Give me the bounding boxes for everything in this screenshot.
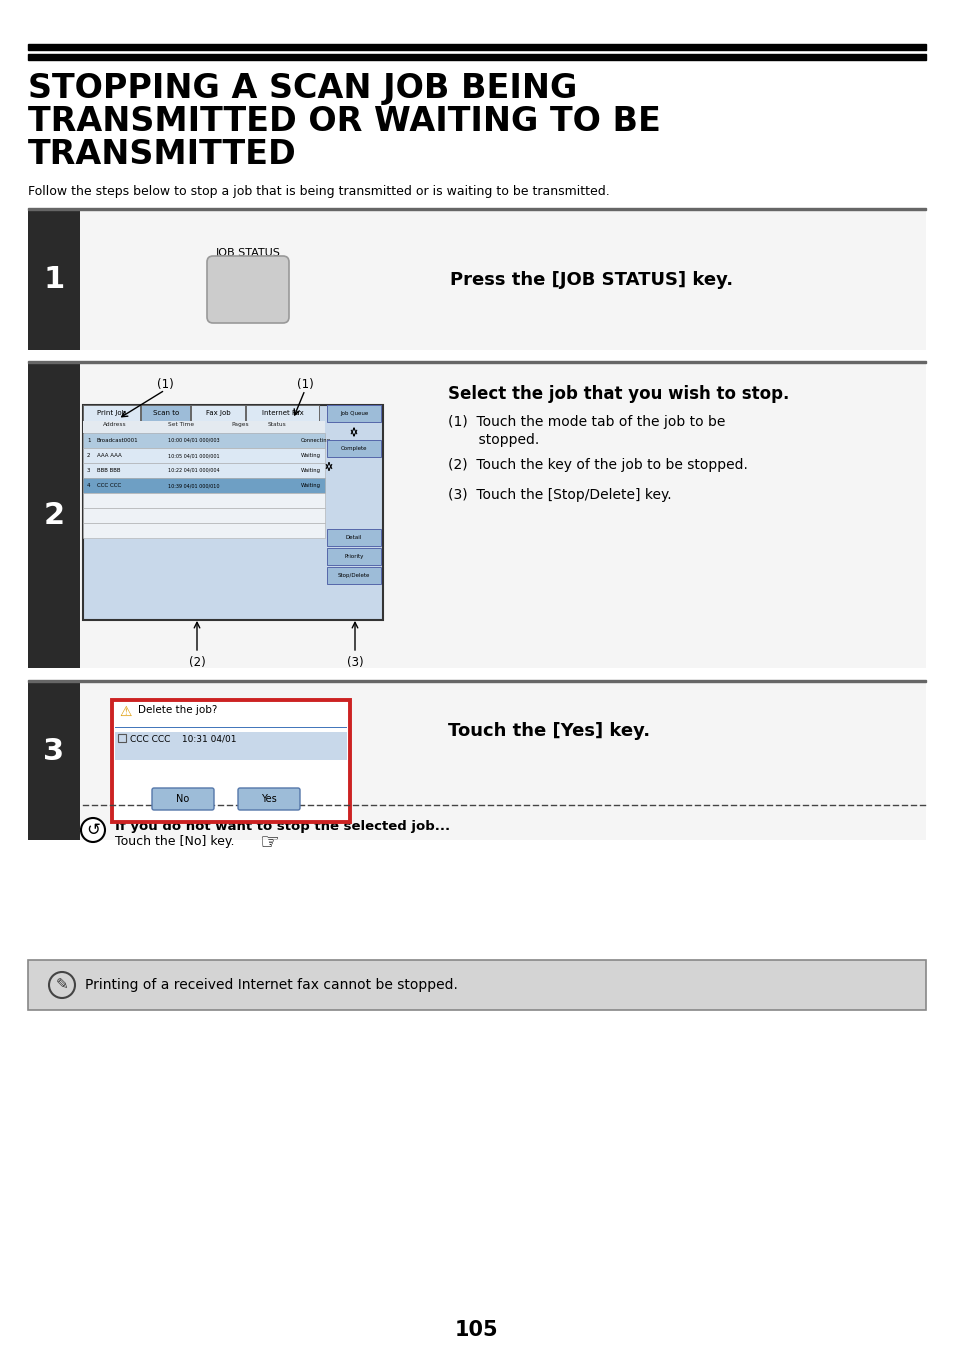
Bar (83, 493, 325, 508)
Bar (83, 405, 382, 620)
Text: Priority: Priority (344, 554, 363, 559)
Text: (1): (1) (296, 378, 313, 390)
Bar (28, 208, 925, 209)
Bar (83, 523, 325, 538)
Text: Fax Job: Fax Job (206, 409, 231, 416)
Bar (28, 363, 925, 667)
Text: Select the job that you wish to stop.: Select the job that you wish to stop. (448, 385, 788, 403)
Bar (28, 682, 80, 840)
FancyBboxPatch shape (207, 255, 289, 323)
Text: Printing of a received Internet fax cannot be stopped.: Printing of a received Internet fax cann… (85, 978, 457, 992)
Text: Detail: Detail (346, 535, 362, 540)
Bar (28, 680, 925, 682)
Bar (115, 732, 347, 761)
Bar (246, 405, 318, 422)
Bar (28, 209, 80, 350)
Bar (118, 734, 126, 742)
Text: TRANSMITTED: TRANSMITTED (28, 138, 296, 172)
Text: JOB STATUS: JOB STATUS (215, 249, 280, 258)
Text: Complete: Complete (340, 446, 367, 451)
Text: Press the [JOB STATUS] key.: Press the [JOB STATUS] key. (450, 272, 732, 289)
Text: No: No (176, 794, 190, 804)
Text: ⚠: ⚠ (120, 705, 132, 719)
Bar (28, 961, 925, 1011)
Text: Print Job: Print Job (97, 409, 127, 416)
Text: If you do not want to stop the selected job...: If you do not want to stop the selected … (115, 820, 450, 834)
Text: (3)  Touch the [Stop/Delete] key.: (3) Touch the [Stop/Delete] key. (448, 488, 671, 503)
Text: ☞: ☞ (258, 834, 278, 852)
Bar (83, 422, 325, 434)
Text: 2: 2 (44, 501, 65, 530)
Text: 3: 3 (44, 738, 65, 766)
Text: Address: Address (103, 422, 127, 427)
Bar (28, 45, 925, 50)
Text: Set Time: Set Time (168, 422, 193, 427)
Text: Waiting: Waiting (301, 467, 320, 473)
Text: 10:22 04/01 000/004: 10:22 04/01 000/004 (168, 467, 219, 473)
Bar (83, 449, 325, 463)
Text: 2: 2 (87, 453, 91, 458)
Text: Broadcast0001: Broadcast0001 (97, 438, 138, 443)
Bar (28, 54, 925, 59)
Bar (141, 405, 190, 422)
Bar (83, 463, 325, 478)
Bar (83, 405, 140, 422)
Text: Stop/Delete: Stop/Delete (337, 573, 370, 578)
Text: CCC CCC: CCC CCC (97, 484, 121, 488)
Text: Connecting: Connecting (301, 438, 331, 443)
Bar (115, 727, 347, 728)
Bar (191, 405, 245, 422)
Text: 10:39 04/01 000/010: 10:39 04/01 000/010 (168, 484, 219, 488)
Bar (327, 405, 380, 422)
Text: Status: Status (268, 422, 287, 427)
Text: Waiting: Waiting (301, 453, 320, 458)
Text: BBB BBB: BBB BBB (97, 467, 120, 473)
Bar (327, 549, 380, 565)
Text: 10:00 04/01 000/003: 10:00 04/01 000/003 (168, 438, 219, 443)
Text: Touch the [No] key.: Touch the [No] key. (115, 835, 234, 848)
Text: (1): (1) (156, 378, 173, 390)
Bar (28, 363, 80, 667)
Text: Internet Fax: Internet Fax (262, 409, 304, 416)
Text: Job Queue: Job Queue (339, 411, 368, 416)
Bar (83, 434, 325, 449)
Text: Waiting: Waiting (301, 484, 320, 488)
Text: Yes: Yes (261, 794, 276, 804)
Bar (28, 361, 925, 363)
Bar (327, 567, 380, 584)
Text: ✎: ✎ (55, 978, 69, 993)
Bar (83, 478, 325, 493)
Text: 3: 3 (87, 467, 91, 473)
Text: Touch the [Yes] key.: Touch the [Yes] key. (448, 721, 649, 740)
Text: ↺: ↺ (86, 821, 100, 839)
Text: stopped.: stopped. (448, 434, 538, 447)
Text: AAA AAA: AAA AAA (97, 453, 122, 458)
Text: (1)  Touch the mode tab of the job to be: (1) Touch the mode tab of the job to be (448, 415, 724, 430)
Text: (2)  Touch the key of the job to be stopped.: (2) Touch the key of the job to be stopp… (448, 458, 747, 471)
Text: Pages: Pages (231, 422, 249, 427)
Text: (2): (2) (189, 657, 205, 669)
Bar (83, 508, 325, 523)
Text: (3): (3) (346, 657, 363, 669)
Text: 10:05 04/01 000/001: 10:05 04/01 000/001 (168, 453, 219, 458)
Bar (327, 530, 380, 546)
Text: TRANSMITTED OR WAITING TO BE: TRANSMITTED OR WAITING TO BE (28, 105, 660, 138)
Text: 1: 1 (87, 438, 91, 443)
Text: Follow the steps below to stop a job that is being transmitted or is waiting to : Follow the steps below to stop a job tha… (28, 185, 609, 199)
FancyBboxPatch shape (237, 788, 299, 811)
Bar (28, 682, 925, 840)
Bar (112, 700, 350, 821)
Text: STOPPING A SCAN JOB BEING: STOPPING A SCAN JOB BEING (28, 72, 577, 105)
Text: Scan to: Scan to (152, 409, 179, 416)
Text: 1: 1 (43, 266, 65, 295)
Text: 4: 4 (87, 484, 91, 488)
Circle shape (49, 971, 75, 998)
Circle shape (81, 817, 105, 842)
FancyBboxPatch shape (152, 788, 213, 811)
Bar (28, 209, 925, 350)
Bar (327, 440, 380, 457)
Text: 105: 105 (455, 1320, 498, 1340)
Text: Delete the job?: Delete the job? (138, 705, 217, 715)
Text: CCC CCC    10:31 04/01: CCC CCC 10:31 04/01 (130, 735, 236, 744)
